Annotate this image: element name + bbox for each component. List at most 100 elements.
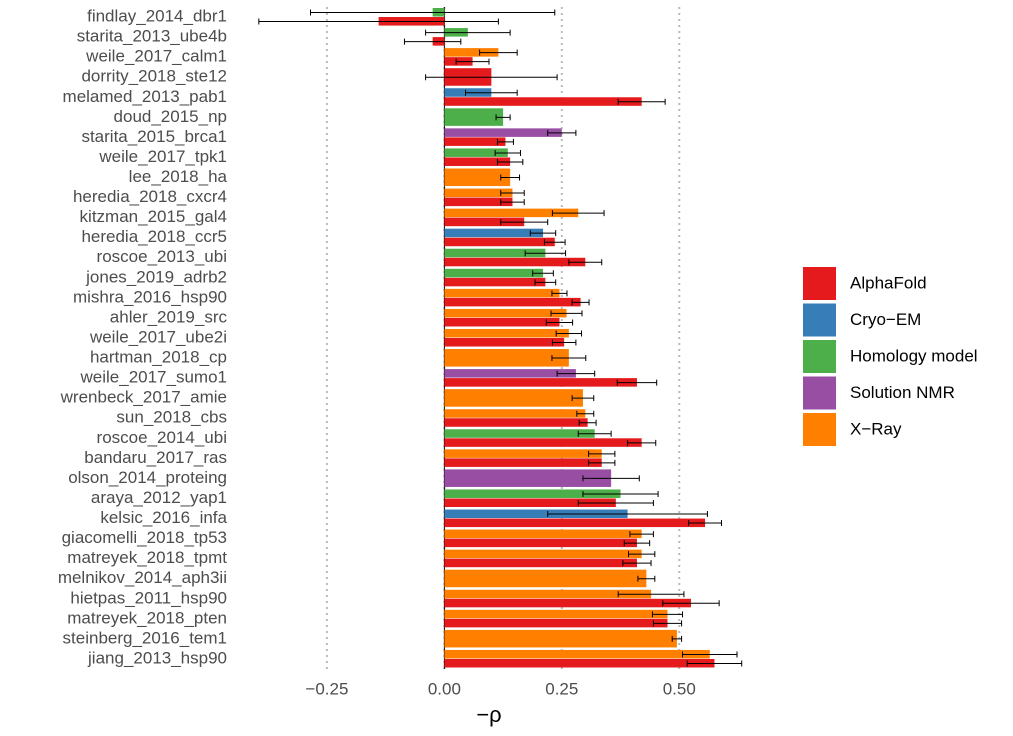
error-bar [529,230,557,237]
y-tick-label: starita_2015_brca1 [81,127,227,146]
error-bar [651,611,684,618]
y-tick-label: jones_2019_adrb2 [85,267,227,286]
error-bar [682,651,738,658]
bar [444,369,576,378]
error-bar [496,138,514,145]
error-bar [500,199,525,206]
y-tick-label: giacomelli_2018_tp53 [62,528,227,547]
bar [444,618,668,628]
bar [444,317,560,327]
y-tick-label: weile_2017_tpk1 [98,147,227,166]
y-tick-label: wrenbeck_2017_amie [60,388,227,407]
y-tick-label: roscoe_2014_ubi [97,428,227,447]
bar [444,308,567,318]
error-bar [425,29,511,36]
bar [444,188,513,198]
legend-swatch [803,303,836,337]
bar [444,658,715,668]
y-tick-label: doud_2015_np [114,107,227,126]
bar [444,629,677,648]
error-bar [588,459,616,466]
x-tick-label: 0.25 [545,679,578,698]
bar [444,449,602,458]
y-tick-label: hartman_2018_cp [90,348,227,367]
y-tick-label: melamed_2013_pab1 [63,87,227,106]
y-tick-label: kitzman_2015_gal4 [80,207,227,226]
error-bar [310,9,556,16]
bar [444,469,612,487]
bar [444,538,637,548]
y-tick-label: matreyek_2018_tpmt [67,548,227,567]
error-bar [571,395,595,402]
error-bar [577,430,612,437]
legend-swatch [803,267,836,300]
bar [444,589,652,599]
bar [444,518,706,528]
legend-swatch [803,340,836,373]
error-bar [258,18,499,25]
error-bar [545,319,574,326]
bar [444,248,546,258]
bar [444,328,569,338]
bar [444,429,595,438]
bar [444,288,560,298]
error-bar [616,379,658,386]
y-tick-label: lee_2018_ha [129,167,228,186]
y-tick-label: araya_2012_yap1 [91,488,227,507]
bar [444,498,616,508]
bar [444,529,642,539]
legend-label: Homology model [850,346,978,365]
bar [444,108,504,126]
x-axis-label: −ρ [476,702,501,727]
y-tick-label: starita_2013_ube4b [77,27,227,46]
bar [444,228,544,238]
bar [444,197,513,207]
error-bar [652,620,683,627]
error-bar [479,49,518,56]
bar [444,558,637,568]
bar [444,257,586,267]
bar [444,569,647,588]
error-bar [500,174,521,181]
bar [444,489,621,498]
y-tick-label: roscoe_2013_ubi [97,247,227,266]
error-bar [688,520,723,527]
y-tick-label: hietpas_2011_hsp90 [70,588,227,607]
bar [444,208,579,218]
bar [444,237,555,247]
error-bar [622,560,652,567]
bar [444,148,508,157]
y-tick-label: ahler_2019_src [110,307,228,326]
error-bar [577,499,654,506]
x-tick-label: 0.00 [428,679,461,698]
bar [444,598,691,608]
x-tick-label: 0.50 [663,679,696,698]
bar [444,338,565,347]
y-tick-label: heredia_2018_ccr5 [81,227,227,246]
error-bar [637,575,656,582]
error-bar [623,540,651,547]
error-bar [617,591,685,598]
error-bar [534,279,557,286]
legend-swatch [803,413,836,446]
y-tick-label: steinberg_2016_tem1 [63,628,227,647]
bar [444,389,583,407]
legend-label: X−Ray [850,419,902,438]
y-tick-label: weile_2017_ube2i [89,327,227,346]
error-bar [500,219,549,226]
error-bar [628,551,656,558]
error-bar [617,98,666,105]
y-tick-label: melnikov_2014_aph3ii [58,568,227,587]
error-bar [495,114,511,121]
legend-label: AlphaFold [850,273,927,292]
error-bar [547,511,708,518]
bar [444,549,642,559]
error-bar [551,290,568,297]
y-tick-label: dorrity_2018_ste12 [81,67,227,86]
error-bar [403,38,462,45]
bar [444,48,499,57]
error-bar [494,149,521,156]
legend-label: Solution NMR [850,383,955,402]
bar [444,157,511,166]
